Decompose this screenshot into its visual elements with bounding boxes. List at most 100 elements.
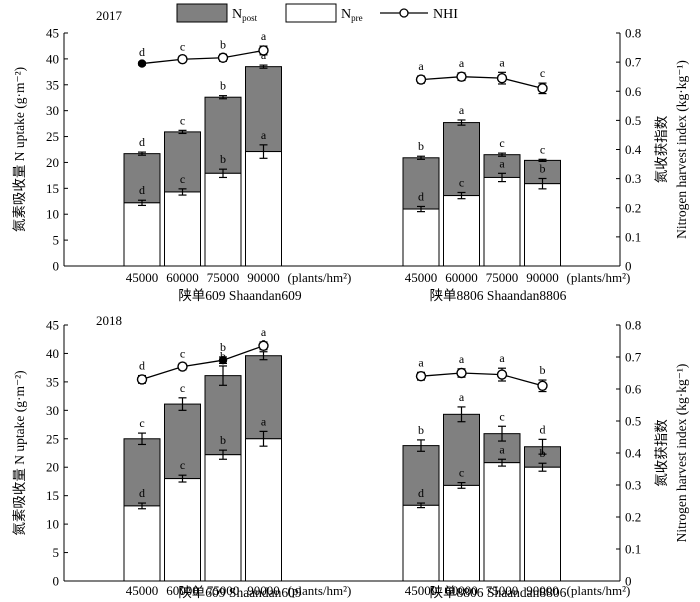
npre-sig-letter: c xyxy=(459,466,464,480)
right-tick-label: 0 xyxy=(625,259,632,274)
x-tick-label: 90000 xyxy=(526,583,559,598)
bar-npre xyxy=(524,183,561,267)
right-axis-title-part: (kg·kg⁻¹) xyxy=(674,60,689,112)
left-tick-label: 40 xyxy=(46,51,59,66)
left-tick-label: 30 xyxy=(46,103,59,118)
bar-npre xyxy=(443,484,480,582)
right-tick-label: 0.3 xyxy=(625,478,641,493)
npre-sig-letter: d xyxy=(418,189,424,203)
total-sig-letter: c xyxy=(139,416,144,430)
x-unit-label: (plants/hm²) xyxy=(288,270,352,285)
chart-panel-2018: 0 5 10 15 20 25 30 35 40 45 0 0.1 0.2 0.3 0.4 0.5 0.6 0.7… xyxy=(12,313,689,600)
chart-panel-2017: 0 5 10 15 20 25 30 35 40 45 0 0.1 0.2 0.3 0.4 0.5 0.6 0.7… xyxy=(12,8,689,303)
npre-sig-letter: a xyxy=(499,442,505,456)
bar-npre xyxy=(483,462,521,582)
x-tick-label: 60000 xyxy=(445,270,478,285)
right-tick-label: 0.1 xyxy=(625,542,641,557)
left-tick-label: 15 xyxy=(46,488,59,503)
right-tick-label: 0.5 xyxy=(625,414,641,429)
x-tick-label: 45000 xyxy=(405,583,438,598)
x-tick-label: 60000 xyxy=(166,583,199,598)
bar-npost xyxy=(123,153,161,204)
right-tick-label: 0.2 xyxy=(625,200,641,215)
npre-sig-letter: d xyxy=(139,183,145,197)
right-axis-title-cn: 氮收获指数 xyxy=(654,419,669,487)
nhi-point xyxy=(177,54,188,65)
left-axis-title-part: (g·m⁻²) xyxy=(12,67,27,109)
left-tick-label: 25 xyxy=(46,431,59,446)
right-tick-label: 0.4 xyxy=(625,142,642,157)
right-tick-label: 0.7 xyxy=(625,350,642,365)
bar-npre xyxy=(164,478,201,582)
nhi-sig-letter: a xyxy=(261,29,267,43)
x-unit-label: (plants/hm²) xyxy=(567,270,631,285)
nhi-sig-letter: d xyxy=(139,359,145,373)
nhi-point xyxy=(137,59,147,68)
total-sig-letter: b xyxy=(220,349,226,363)
nhi-sig-letter: a xyxy=(261,325,267,339)
npre-sig-letter: b xyxy=(220,433,226,447)
left-tick-label: 45 xyxy=(46,26,59,41)
right-tick-label: 0.6 xyxy=(625,84,642,99)
x-tick-label: 45000 xyxy=(126,583,159,598)
nhi-point xyxy=(415,371,427,382)
left-tick-label: 5 xyxy=(53,233,60,248)
nhi-sig-letter: c xyxy=(180,39,185,53)
right-tick-label: 0.8 xyxy=(625,318,641,333)
legend-npre-label: Npre xyxy=(341,7,363,23)
right-tick-label: 0.4 xyxy=(625,446,642,461)
legend: Npost Npre NHI xyxy=(176,3,458,23)
nhi-point xyxy=(415,74,427,85)
x-unit-label: (plants/hm²) xyxy=(567,583,631,598)
nhi-sig-letter: b xyxy=(220,340,226,354)
left-tick-label: 30 xyxy=(46,403,59,418)
bar-npre xyxy=(123,505,161,582)
bar-npost xyxy=(204,96,242,174)
bar-npre xyxy=(524,466,561,582)
legend-nhi-marker xyxy=(399,8,409,18)
nhi-line xyxy=(420,76,543,89)
total-sig-letter: a xyxy=(459,390,465,404)
bar-npost xyxy=(402,157,440,210)
bar-npre xyxy=(402,208,440,267)
left-tick-label: 45 xyxy=(46,318,59,333)
left-axis-title: 氮素吸收量 N uptake (g·m⁻²) xyxy=(12,370,27,535)
nhi-sig-letter: a xyxy=(459,56,465,70)
total-sig-letter: b xyxy=(418,423,424,437)
total-sig-letter: c xyxy=(499,136,504,150)
nhi-point xyxy=(258,45,269,56)
nhi-point xyxy=(217,52,229,63)
total-sig-letter: b xyxy=(220,79,226,93)
right-tick-label: 0.2 xyxy=(625,510,641,525)
nhi-sig-letter: c xyxy=(540,66,545,80)
nhi-point xyxy=(456,71,467,82)
npre-sig-letter: c xyxy=(459,175,464,189)
total-sig-letter: c xyxy=(540,142,545,156)
left-tick-label: 20 xyxy=(46,460,59,475)
npre-sig-letter: d xyxy=(418,486,424,500)
legend-npost-label: Npost xyxy=(232,7,258,23)
nhi-point xyxy=(537,380,548,391)
bar-npre xyxy=(123,202,161,267)
left-tick-label: 0 xyxy=(53,574,60,589)
right-tick-label: 0.1 xyxy=(625,229,641,244)
group-name-label: 陕单8806 Shaandan8806 xyxy=(430,288,567,303)
nhi-point xyxy=(496,369,508,380)
left-axis-title-part: (g·m⁻²) xyxy=(12,370,27,412)
bar-npre xyxy=(443,195,480,267)
npre-sig-letter: b xyxy=(220,152,226,166)
total-sig-letter: d xyxy=(540,422,546,436)
total-sig-letter: a xyxy=(459,103,465,117)
nhi-sig-letter: b xyxy=(220,37,226,51)
nhi-point xyxy=(496,72,508,84)
left-axis-title-part: 氮素吸收量 xyxy=(12,161,27,232)
bar-npost xyxy=(164,403,201,480)
bar-npre xyxy=(402,504,440,582)
total-sig-letter: c xyxy=(499,409,504,423)
right-tick-label: 0.8 xyxy=(625,26,641,41)
nhi-sig-letter: a xyxy=(499,55,505,69)
nhi-point xyxy=(258,340,269,351)
x-tick-label: 60000 xyxy=(166,270,199,285)
right-axis-title-part: Nitrogen harvest index xyxy=(674,415,689,542)
